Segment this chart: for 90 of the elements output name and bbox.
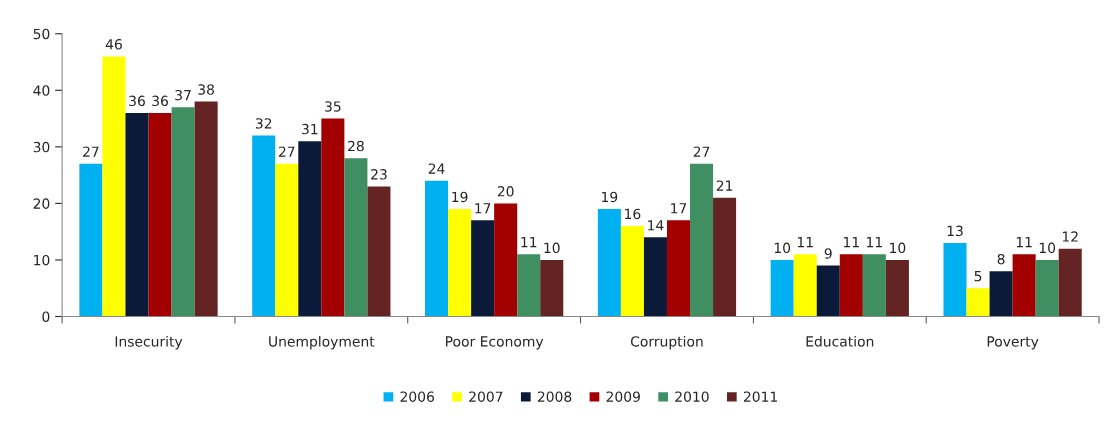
bar xyxy=(862,254,886,317)
data-label: 23 xyxy=(371,169,387,180)
data-label: 10 xyxy=(890,242,906,254)
y-tick-label: 30 xyxy=(33,141,50,153)
legend-label: 2008 xyxy=(537,391,572,402)
data-label: 31 xyxy=(302,123,318,135)
data-label: 27 xyxy=(278,146,295,157)
x-tick-label: Insecurity xyxy=(115,335,183,350)
bar xyxy=(540,259,564,317)
legend-label: 2007 xyxy=(469,391,503,402)
bar xyxy=(471,220,495,317)
y-tick-label: 50 xyxy=(33,28,50,40)
bar xyxy=(713,197,737,317)
bar xyxy=(448,209,472,317)
data-label: 10 xyxy=(1039,242,1056,254)
bar xyxy=(1058,248,1082,317)
bar xyxy=(125,112,149,317)
x-tick-label: Unemployment xyxy=(269,335,375,350)
y-tick-label: 20 xyxy=(33,198,50,209)
bar xyxy=(367,186,391,317)
data-label: 8 xyxy=(997,253,1005,265)
data-label: 16 xyxy=(625,208,641,220)
bar xyxy=(885,259,909,317)
data-label: 35 xyxy=(325,101,341,112)
bar xyxy=(171,107,195,317)
data-label: 19 xyxy=(452,191,468,203)
bar xyxy=(1035,259,1059,317)
y-tick-label: 10 xyxy=(34,254,50,266)
data-label: 46 xyxy=(105,39,122,50)
data-label: 21 xyxy=(716,180,733,191)
bar xyxy=(102,56,126,317)
data-label: 10 xyxy=(544,242,560,254)
bar xyxy=(494,203,518,317)
data-label: 12 xyxy=(1062,231,1078,242)
data-label: 17 xyxy=(475,203,491,214)
data-label: 27 xyxy=(693,146,710,157)
y-tick-label: 0 xyxy=(42,311,50,322)
bar xyxy=(275,163,299,317)
data-label: 20 xyxy=(497,186,514,197)
legend-label: 2006 xyxy=(400,391,434,402)
bar xyxy=(321,118,345,317)
legend-label: 2010 xyxy=(675,391,709,402)
data-label: 11 xyxy=(1016,237,1032,248)
data-label: 5 xyxy=(974,271,982,282)
legend-label: 2011 xyxy=(743,391,777,402)
bar xyxy=(989,271,1013,317)
bar xyxy=(943,242,967,317)
bar xyxy=(194,101,218,317)
bar xyxy=(1012,254,1036,317)
legend-label: 2009 xyxy=(606,391,640,402)
bar xyxy=(816,265,840,317)
x-tick-label: Education xyxy=(806,335,874,347)
data-label: 19 xyxy=(602,191,618,203)
bar xyxy=(666,220,691,317)
data-label: 14 xyxy=(648,220,664,231)
data-label: 11 xyxy=(521,237,537,248)
data-label: 10 xyxy=(774,242,791,254)
data-label: 28 xyxy=(348,140,364,152)
bar xyxy=(597,209,621,317)
bar xyxy=(793,254,817,317)
data-label: 11 xyxy=(867,237,882,248)
bar xyxy=(298,141,322,317)
bar xyxy=(344,158,368,317)
data-label: 27 xyxy=(83,146,99,157)
data-label: 24 xyxy=(428,163,445,174)
x-tick-label: Poverty xyxy=(987,336,1039,350)
data-label: 9 xyxy=(824,248,832,259)
data-label: 32 xyxy=(255,118,272,129)
bar xyxy=(620,226,644,317)
bar xyxy=(643,237,667,317)
data-label: 13 xyxy=(947,225,963,237)
x-tick-label: Poor Economy xyxy=(446,336,544,350)
y-tick-label: 40 xyxy=(33,85,50,96)
data-label: 38 xyxy=(198,84,215,95)
data-label: 36 xyxy=(129,95,145,107)
data-label: 37 xyxy=(175,89,191,101)
bar xyxy=(690,163,714,317)
bar xyxy=(770,259,794,317)
bar xyxy=(966,288,990,317)
x-tick-label: Corruption xyxy=(630,335,703,350)
bar xyxy=(839,254,863,317)
bar xyxy=(148,112,172,317)
data-label: 11 xyxy=(797,237,813,248)
bar xyxy=(79,163,103,317)
bar xyxy=(252,135,276,317)
data-label: 36 xyxy=(152,95,168,107)
bar xyxy=(425,180,449,317)
bar xyxy=(517,254,541,317)
data-label: 11 xyxy=(844,237,859,248)
data-label: 17 xyxy=(671,203,687,214)
